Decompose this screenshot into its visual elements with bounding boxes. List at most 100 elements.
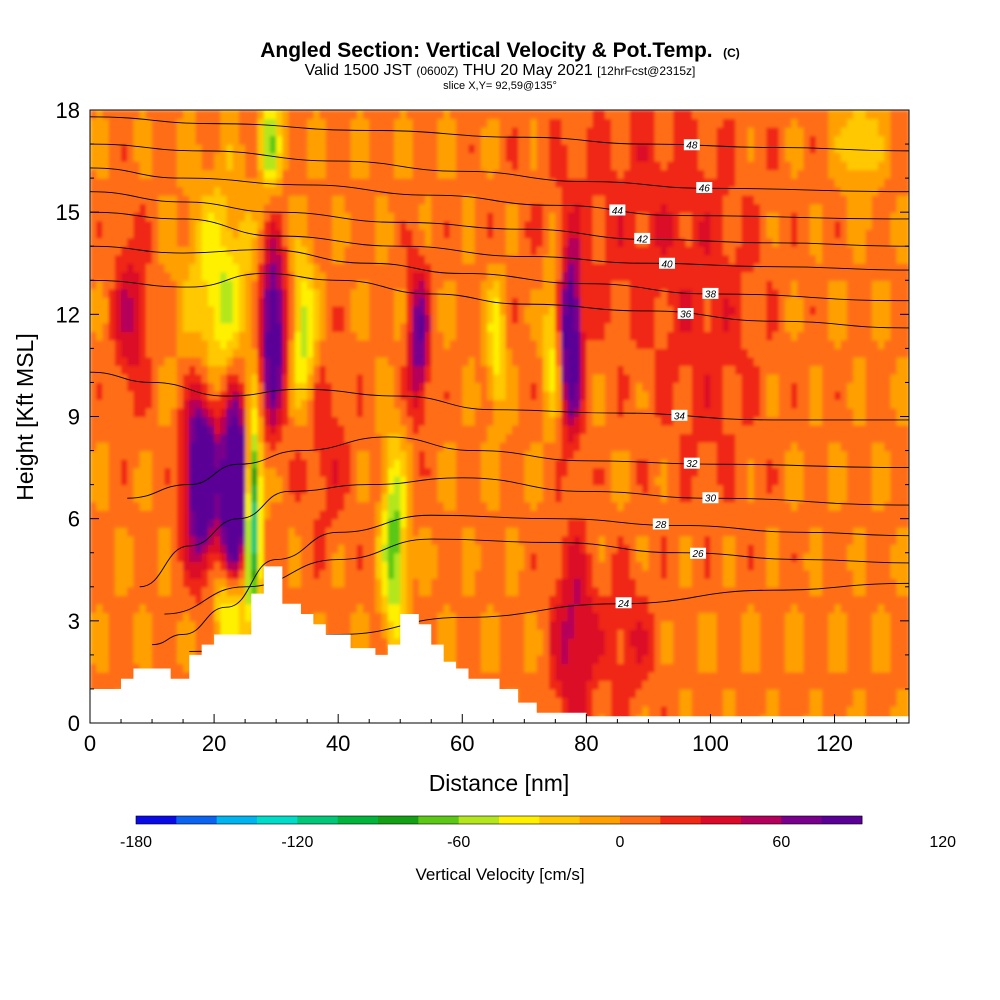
velocity-cell <box>437 407 445 418</box>
velocity-cell <box>406 152 414 162</box>
velocity-cell <box>431 339 439 349</box>
velocity-cell <box>462 620 470 630</box>
velocity-cell <box>164 203 172 213</box>
velocity-cell <box>350 314 358 324</box>
velocity-cell <box>133 578 141 588</box>
velocity-cell <box>183 305 190 315</box>
velocity-cell <box>164 493 172 503</box>
velocity-cell <box>176 152 184 162</box>
velocity-cell <box>449 476 457 486</box>
velocity-cell <box>158 331 166 341</box>
velocity-cell <box>344 118 352 128</box>
velocity-cell <box>96 586 104 596</box>
velocity-cell <box>325 407 333 418</box>
velocity-cell <box>251 561 259 571</box>
velocity-cell <box>425 373 432 384</box>
velocity-cell <box>350 544 358 554</box>
velocity-cell <box>307 552 314 562</box>
velocity-cell <box>238 331 246 341</box>
velocity-cell <box>121 595 128 605</box>
velocity-cell <box>462 595 470 605</box>
velocity-cell <box>257 110 265 120</box>
velocity-cell <box>456 271 463 281</box>
velocity-cell <box>276 510 283 520</box>
velocity-cell <box>412 331 420 341</box>
velocity-cell <box>102 518 110 528</box>
velocity-cell <box>133 348 141 358</box>
velocity-cell <box>133 127 141 137</box>
velocity-cell <box>90 399 97 409</box>
velocity-cell <box>207 501 215 511</box>
velocity-cell <box>121 620 128 630</box>
velocity-cell <box>121 331 128 341</box>
velocity-cell <box>375 135 383 145</box>
velocity-cell <box>387 510 395 520</box>
velocity-cell <box>145 467 153 477</box>
velocity-cell <box>350 450 358 460</box>
velocity-cell <box>344 535 352 545</box>
velocity-cell <box>214 305 221 315</box>
velocity-cell <box>152 203 159 213</box>
velocity-cell <box>145 229 153 239</box>
velocity-cell <box>263 280 271 290</box>
velocity-cell <box>338 510 345 520</box>
velocity-cell <box>220 425 228 435</box>
velocity-cell <box>245 203 252 213</box>
velocity-cell <box>158 493 166 503</box>
velocity-cell <box>425 152 432 162</box>
velocity-cell <box>294 552 302 562</box>
velocity-cell <box>493 382 501 392</box>
velocity-cell <box>350 118 358 128</box>
velocity-cell <box>158 450 166 460</box>
velocity-cell <box>356 237 364 247</box>
velocity-cell <box>176 552 184 562</box>
velocity-cell <box>176 501 184 511</box>
velocity-cell <box>394 178 401 188</box>
velocity-cell <box>294 314 302 324</box>
velocity-cell <box>164 569 172 579</box>
velocity-cell <box>201 510 209 520</box>
velocity-cell <box>363 322 370 332</box>
velocity-cell <box>387 552 395 562</box>
velocity-cell <box>238 493 246 503</box>
velocity-cell <box>425 237 432 247</box>
velocity-cell <box>313 152 321 162</box>
velocity-cell <box>505 501 513 511</box>
velocity-cell <box>282 229 290 239</box>
velocity-cell <box>133 263 141 273</box>
velocity-cell <box>344 305 352 315</box>
velocity-cell <box>214 288 221 298</box>
velocity-cell <box>437 118 445 128</box>
velocity-cell <box>474 442 482 452</box>
velocity-cell <box>325 382 333 392</box>
chart-subtitle: Valid 1500 JST (0600Z) THU 20 May 2021 [… <box>305 62 696 79</box>
velocity-cell <box>505 144 513 154</box>
velocity-cell <box>474 552 482 562</box>
velocity-cell <box>369 263 377 273</box>
velocity-cell <box>511 518 519 528</box>
velocity-cell <box>474 144 482 154</box>
velocity-cell <box>251 254 259 264</box>
velocity-cell <box>251 271 259 281</box>
velocity-cell <box>195 271 203 281</box>
velocity-cell <box>406 110 414 120</box>
velocity-cell <box>363 476 370 486</box>
velocity-cell <box>338 399 345 409</box>
velocity-cell <box>183 297 190 307</box>
velocity-cell <box>363 484 370 494</box>
velocity-cell <box>412 484 420 494</box>
velocity-cell <box>189 212 197 222</box>
velocity-cell <box>133 356 141 367</box>
velocity-cell <box>127 629 135 639</box>
velocity-cell <box>238 127 246 137</box>
velocity-cell <box>90 331 97 341</box>
velocity-cell <box>90 476 97 486</box>
velocity-cell <box>164 331 172 341</box>
velocity-cell <box>207 493 215 503</box>
velocity-cell <box>394 535 401 545</box>
velocity-cell <box>449 339 457 349</box>
velocity-cell <box>195 339 203 349</box>
velocity-cell <box>338 229 345 239</box>
velocity-cell <box>499 229 507 239</box>
velocity-cell <box>511 450 519 460</box>
